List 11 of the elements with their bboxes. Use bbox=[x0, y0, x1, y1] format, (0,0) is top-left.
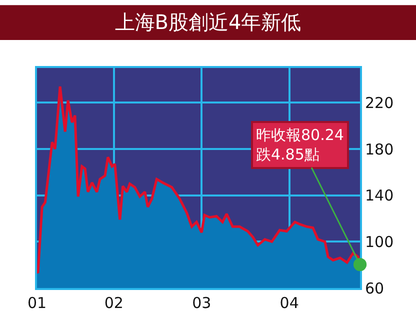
chart-title: 上海B股創近4年新低 bbox=[114, 10, 302, 34]
y-tick-label: 180 bbox=[365, 140, 394, 158]
x-tick-label: 03 bbox=[192, 294, 212, 312]
annotation: 昨收報80.24 跌4.85點 bbox=[256, 126, 344, 164]
y-tick-label: 60 bbox=[365, 279, 384, 298]
x-tick-label: 02 bbox=[104, 294, 124, 312]
y-tick-label: 140 bbox=[365, 186, 394, 205]
y-tick-label: 100 bbox=[365, 232, 394, 251]
x-tick-label: 01 bbox=[27, 294, 47, 312]
y-tick-label: 220 bbox=[365, 94, 394, 112]
x-tick-label: 04 bbox=[280, 294, 299, 312]
